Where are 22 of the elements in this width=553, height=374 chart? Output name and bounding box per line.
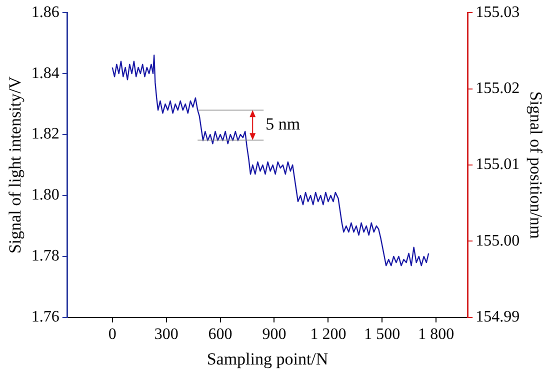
y-tick-label: 1.86 xyxy=(31,4,60,21)
y2-axis-title: Signal of position/nm xyxy=(526,91,546,239)
x-tick-label: 600 xyxy=(208,326,232,344)
y2-tick-label: 154.99 xyxy=(476,308,520,326)
x-tick-label: 0 xyxy=(108,326,116,344)
y-tick-label: 1.84 xyxy=(31,64,60,82)
y-tick-label: 1.80 xyxy=(31,186,60,204)
y-axis-title: Signal of light intensity/V xyxy=(6,76,25,254)
x-tick-label: 1 500 xyxy=(364,326,400,344)
y2-tick-label: 155.00 xyxy=(476,232,520,250)
x-tick-label: 300 xyxy=(154,326,178,344)
x-tick-label: 900 xyxy=(262,326,286,344)
y-tick-label: 1.78 xyxy=(31,248,60,265)
annotation: 5 nm xyxy=(266,114,300,134)
y2-tick-label: 155.02 xyxy=(476,80,520,98)
y2-tick-label: 155.03 xyxy=(476,4,520,21)
x-tick-label: 1 200 xyxy=(310,326,346,344)
x-axis-title: Sampling point/N xyxy=(206,349,328,368)
y-tick-label: 1.82 xyxy=(31,126,60,143)
x-tick-label: 1 800 xyxy=(418,326,454,344)
y2-tick-label: 155.01 xyxy=(476,156,520,174)
y-tick-label: 1.76 xyxy=(31,308,60,326)
